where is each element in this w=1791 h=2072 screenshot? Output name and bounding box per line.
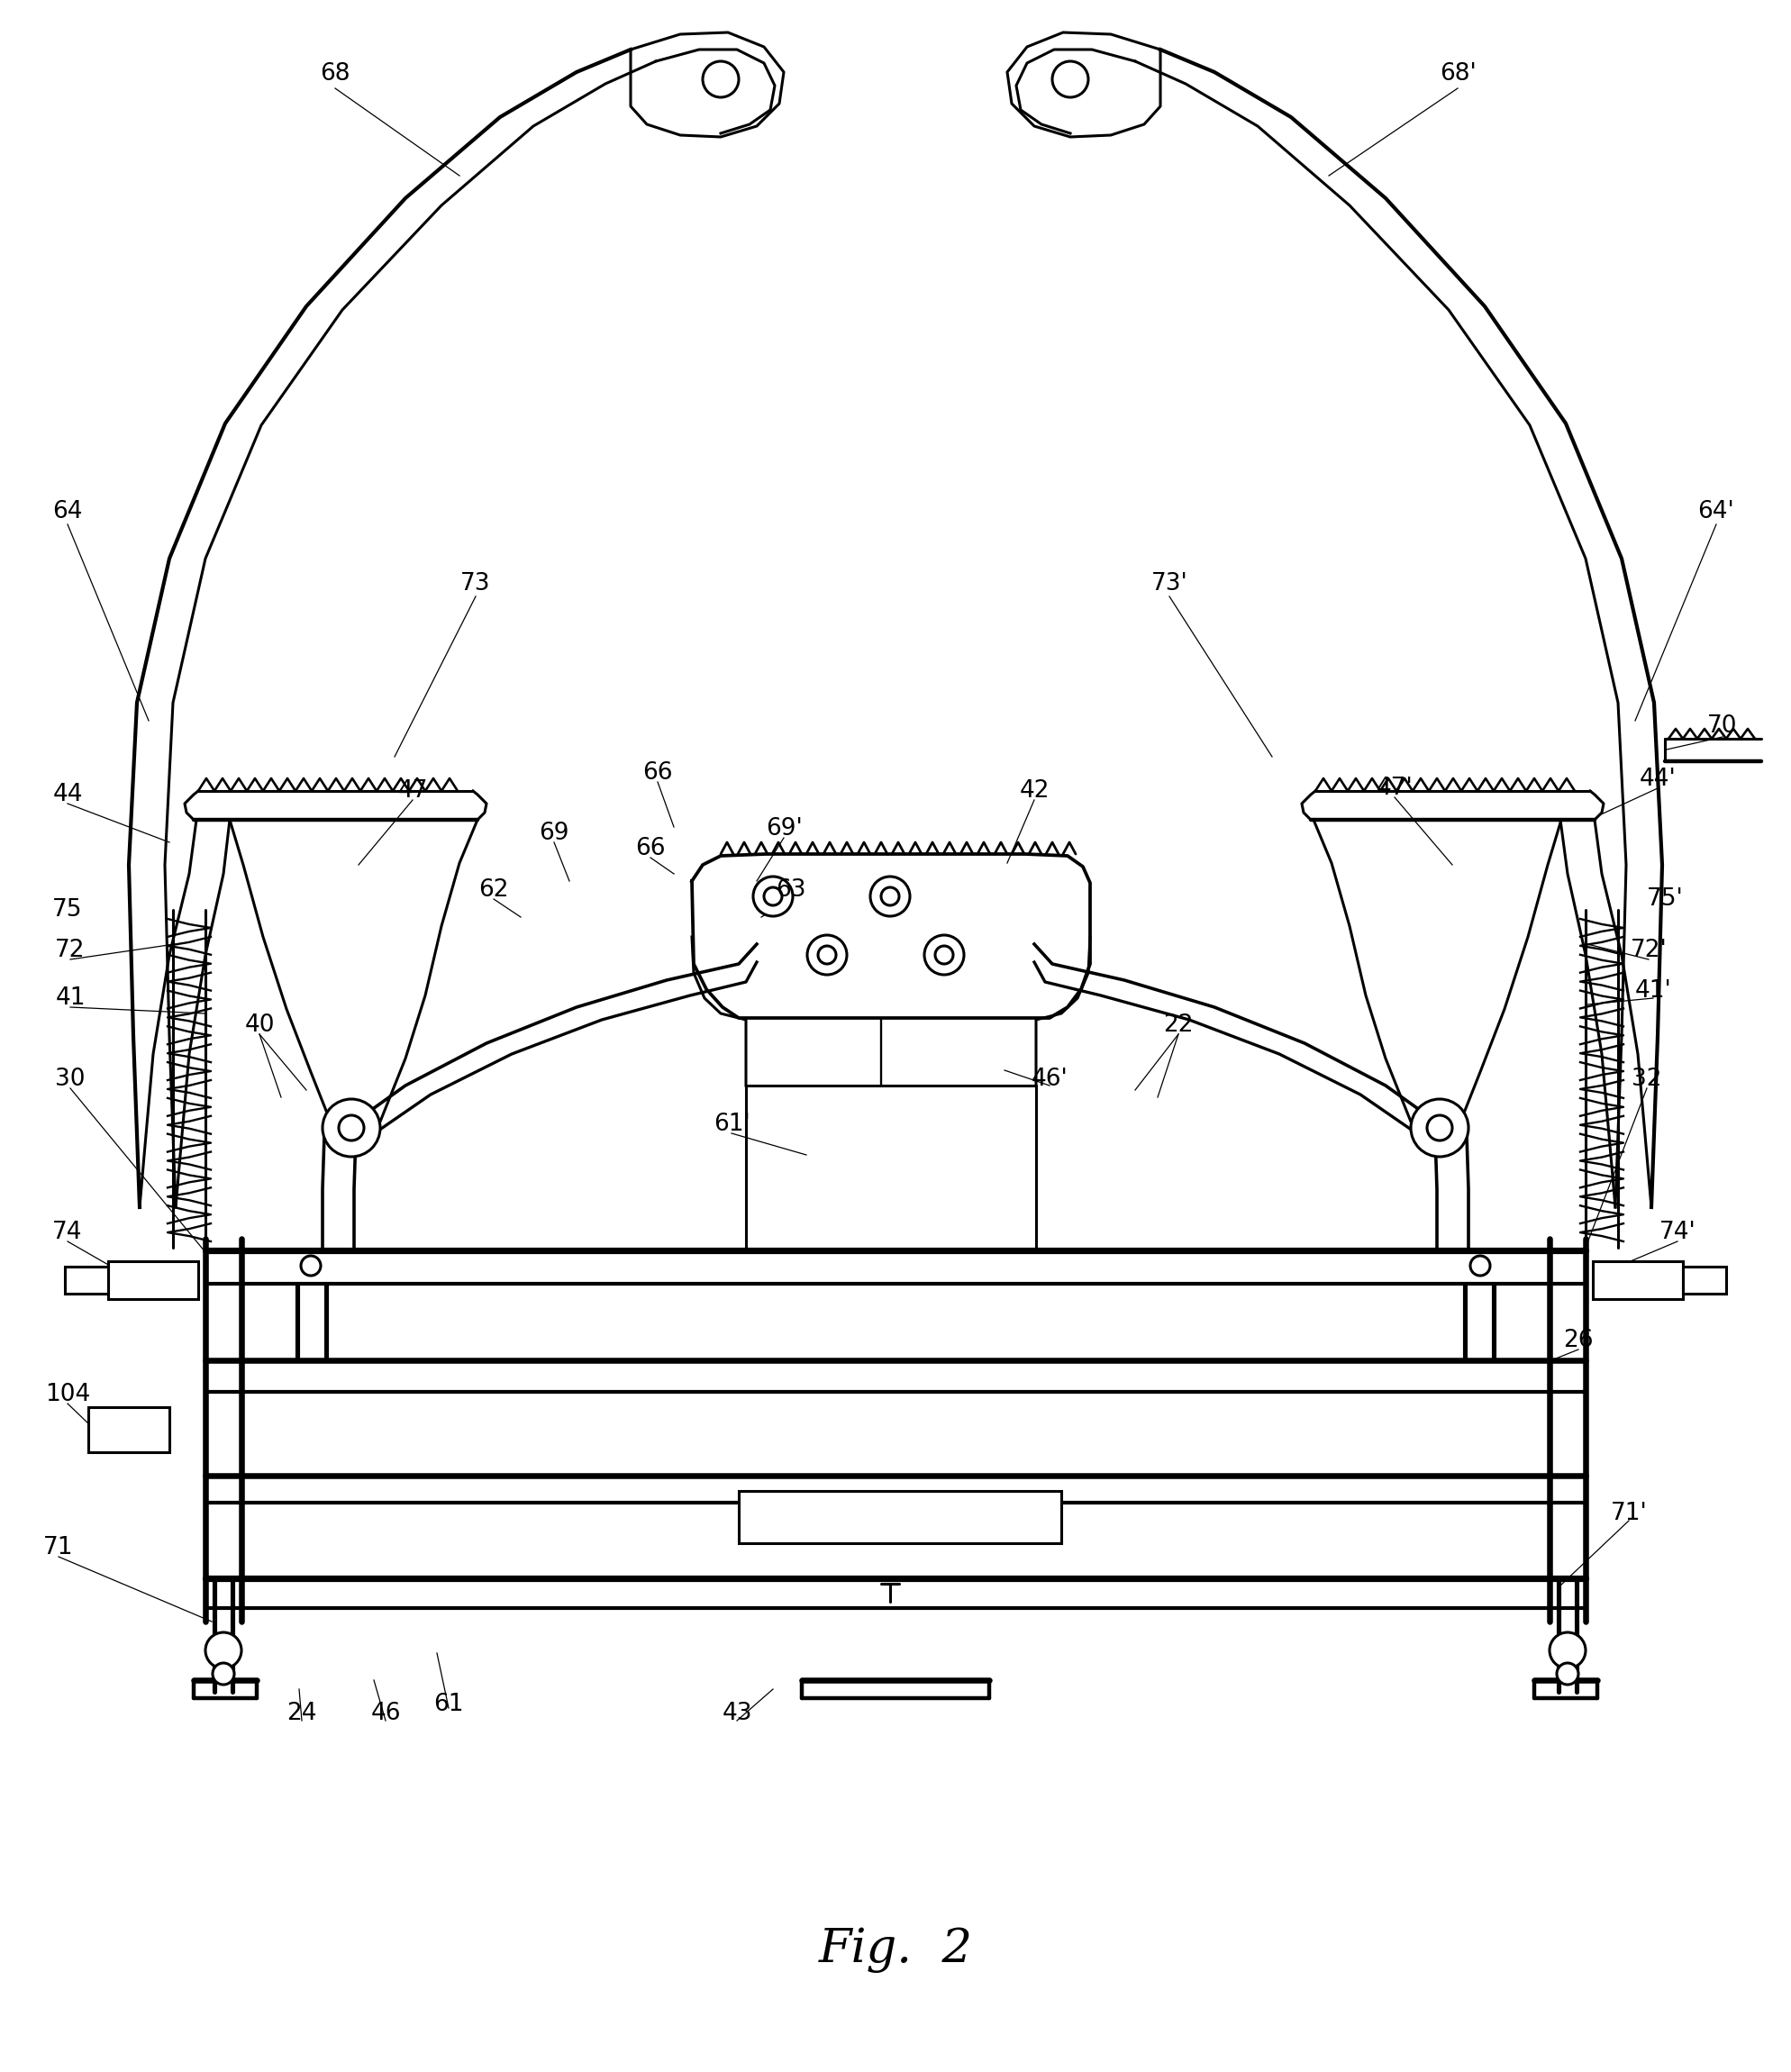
Circle shape xyxy=(1470,1256,1490,1276)
Text: 61: 61 xyxy=(433,1693,464,1716)
Text: 70: 70 xyxy=(1707,715,1737,738)
Text: 22: 22 xyxy=(1164,1013,1193,1036)
Text: 24: 24 xyxy=(287,1701,317,1726)
Text: 64': 64' xyxy=(1698,499,1734,524)
Text: 71: 71 xyxy=(43,1535,73,1560)
Circle shape xyxy=(1549,1633,1585,1668)
Circle shape xyxy=(818,947,836,963)
Text: 69': 69' xyxy=(765,816,802,841)
Text: 40: 40 xyxy=(244,1013,274,1036)
Text: 75': 75' xyxy=(1646,887,1684,912)
Text: 72': 72' xyxy=(1630,939,1667,961)
Circle shape xyxy=(808,934,847,974)
Text: 63: 63 xyxy=(776,879,806,901)
Circle shape xyxy=(338,1115,364,1140)
Text: 47: 47 xyxy=(398,779,428,802)
Text: 44: 44 xyxy=(52,783,82,806)
Circle shape xyxy=(322,1098,380,1156)
Text: 71': 71' xyxy=(1610,1502,1648,1525)
Text: 32: 32 xyxy=(1632,1067,1662,1092)
Text: 46: 46 xyxy=(371,1701,401,1726)
Text: 64: 64 xyxy=(52,499,82,524)
Bar xyxy=(1684,1266,1727,1293)
Circle shape xyxy=(881,887,899,905)
Text: 69: 69 xyxy=(539,823,570,845)
Text: 66: 66 xyxy=(636,837,666,860)
Circle shape xyxy=(1556,1664,1578,1685)
Circle shape xyxy=(765,887,783,905)
Text: 73': 73' xyxy=(1152,572,1187,595)
Text: 41: 41 xyxy=(56,986,86,1009)
Circle shape xyxy=(702,62,738,97)
Bar xyxy=(107,1262,199,1299)
Text: Fig.  2: Fig. 2 xyxy=(818,1927,973,1973)
Bar xyxy=(88,1407,170,1452)
Text: 26: 26 xyxy=(1564,1328,1594,1353)
Text: 73: 73 xyxy=(460,572,491,595)
Text: 44': 44' xyxy=(1639,767,1676,792)
Text: 43: 43 xyxy=(722,1701,752,1726)
Text: 74: 74 xyxy=(52,1220,82,1243)
Text: 47': 47' xyxy=(1375,777,1413,800)
Circle shape xyxy=(870,876,910,916)
Circle shape xyxy=(1427,1115,1453,1140)
Bar xyxy=(1592,1262,1684,1299)
Circle shape xyxy=(1053,62,1089,97)
Text: 62: 62 xyxy=(478,879,509,901)
Text: 68: 68 xyxy=(321,62,351,85)
Text: 72: 72 xyxy=(56,939,86,961)
Text: 46': 46' xyxy=(1032,1067,1067,1092)
Bar xyxy=(64,1266,107,1293)
Circle shape xyxy=(1411,1098,1469,1156)
Circle shape xyxy=(924,934,964,974)
Circle shape xyxy=(754,876,793,916)
Text: 61': 61' xyxy=(713,1113,750,1135)
Text: 41': 41' xyxy=(1635,980,1671,1003)
Circle shape xyxy=(935,947,953,963)
Text: 68': 68' xyxy=(1440,62,1476,85)
Circle shape xyxy=(301,1256,321,1276)
Text: 42: 42 xyxy=(1019,779,1050,802)
Text: 66: 66 xyxy=(643,760,673,785)
Text: 75: 75 xyxy=(52,897,82,922)
Text: 74': 74' xyxy=(1658,1220,1696,1243)
Text: 30: 30 xyxy=(56,1067,86,1092)
Text: 104: 104 xyxy=(45,1382,90,1407)
Bar xyxy=(738,1492,1062,1544)
Circle shape xyxy=(213,1664,235,1685)
Circle shape xyxy=(206,1633,242,1668)
